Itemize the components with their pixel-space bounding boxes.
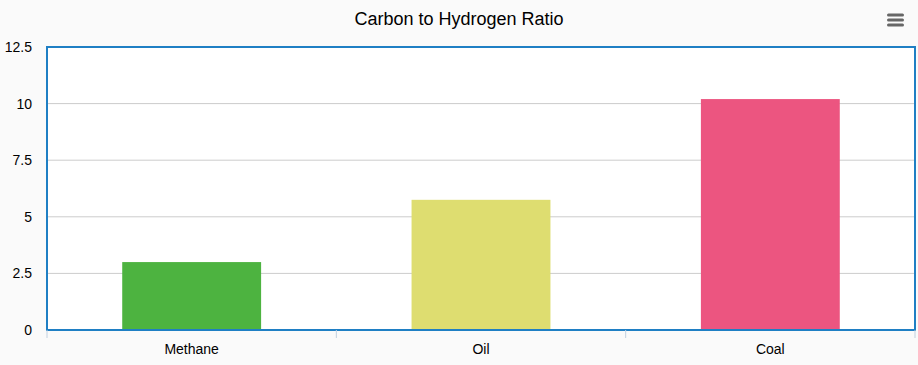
y-tick-label: 12.5 (5, 39, 32, 55)
y-tick-label: 2.5 (13, 265, 33, 281)
x-tick-label: Oil (472, 341, 489, 357)
plot-area (47, 47, 915, 330)
y-tick-label: 7.5 (13, 152, 33, 168)
x-tick (915, 330, 916, 338)
y-tick-label: 10 (16, 96, 32, 112)
x-tick (47, 330, 48, 338)
bars (122, 99, 840, 330)
chart: Carbon to Hydrogen Ratio 0 2.5 5 7.5 10 12.5 Me… (0, 0, 918, 365)
plot-frame (47, 47, 915, 330)
y-tick-label: 5 (24, 209, 32, 225)
menu-bar (887, 14, 904, 17)
x-tick-label: Coal (756, 341, 785, 357)
menu-bar (887, 19, 904, 22)
menu-bar (887, 24, 904, 27)
background (0, 0, 918, 365)
bar[interactable] (412, 200, 551, 330)
bar[interactable] (122, 262, 261, 330)
title: Carbon to Hydrogen Ratio (354, 9, 563, 29)
x-tick-label: Methane (164, 341, 219, 357)
y-tick-label: 0 (24, 322, 32, 338)
x-tick (336, 330, 337, 338)
x-tick (625, 330, 626, 338)
menu-icon[interactable] (887, 14, 904, 27)
bar[interactable] (701, 99, 840, 330)
